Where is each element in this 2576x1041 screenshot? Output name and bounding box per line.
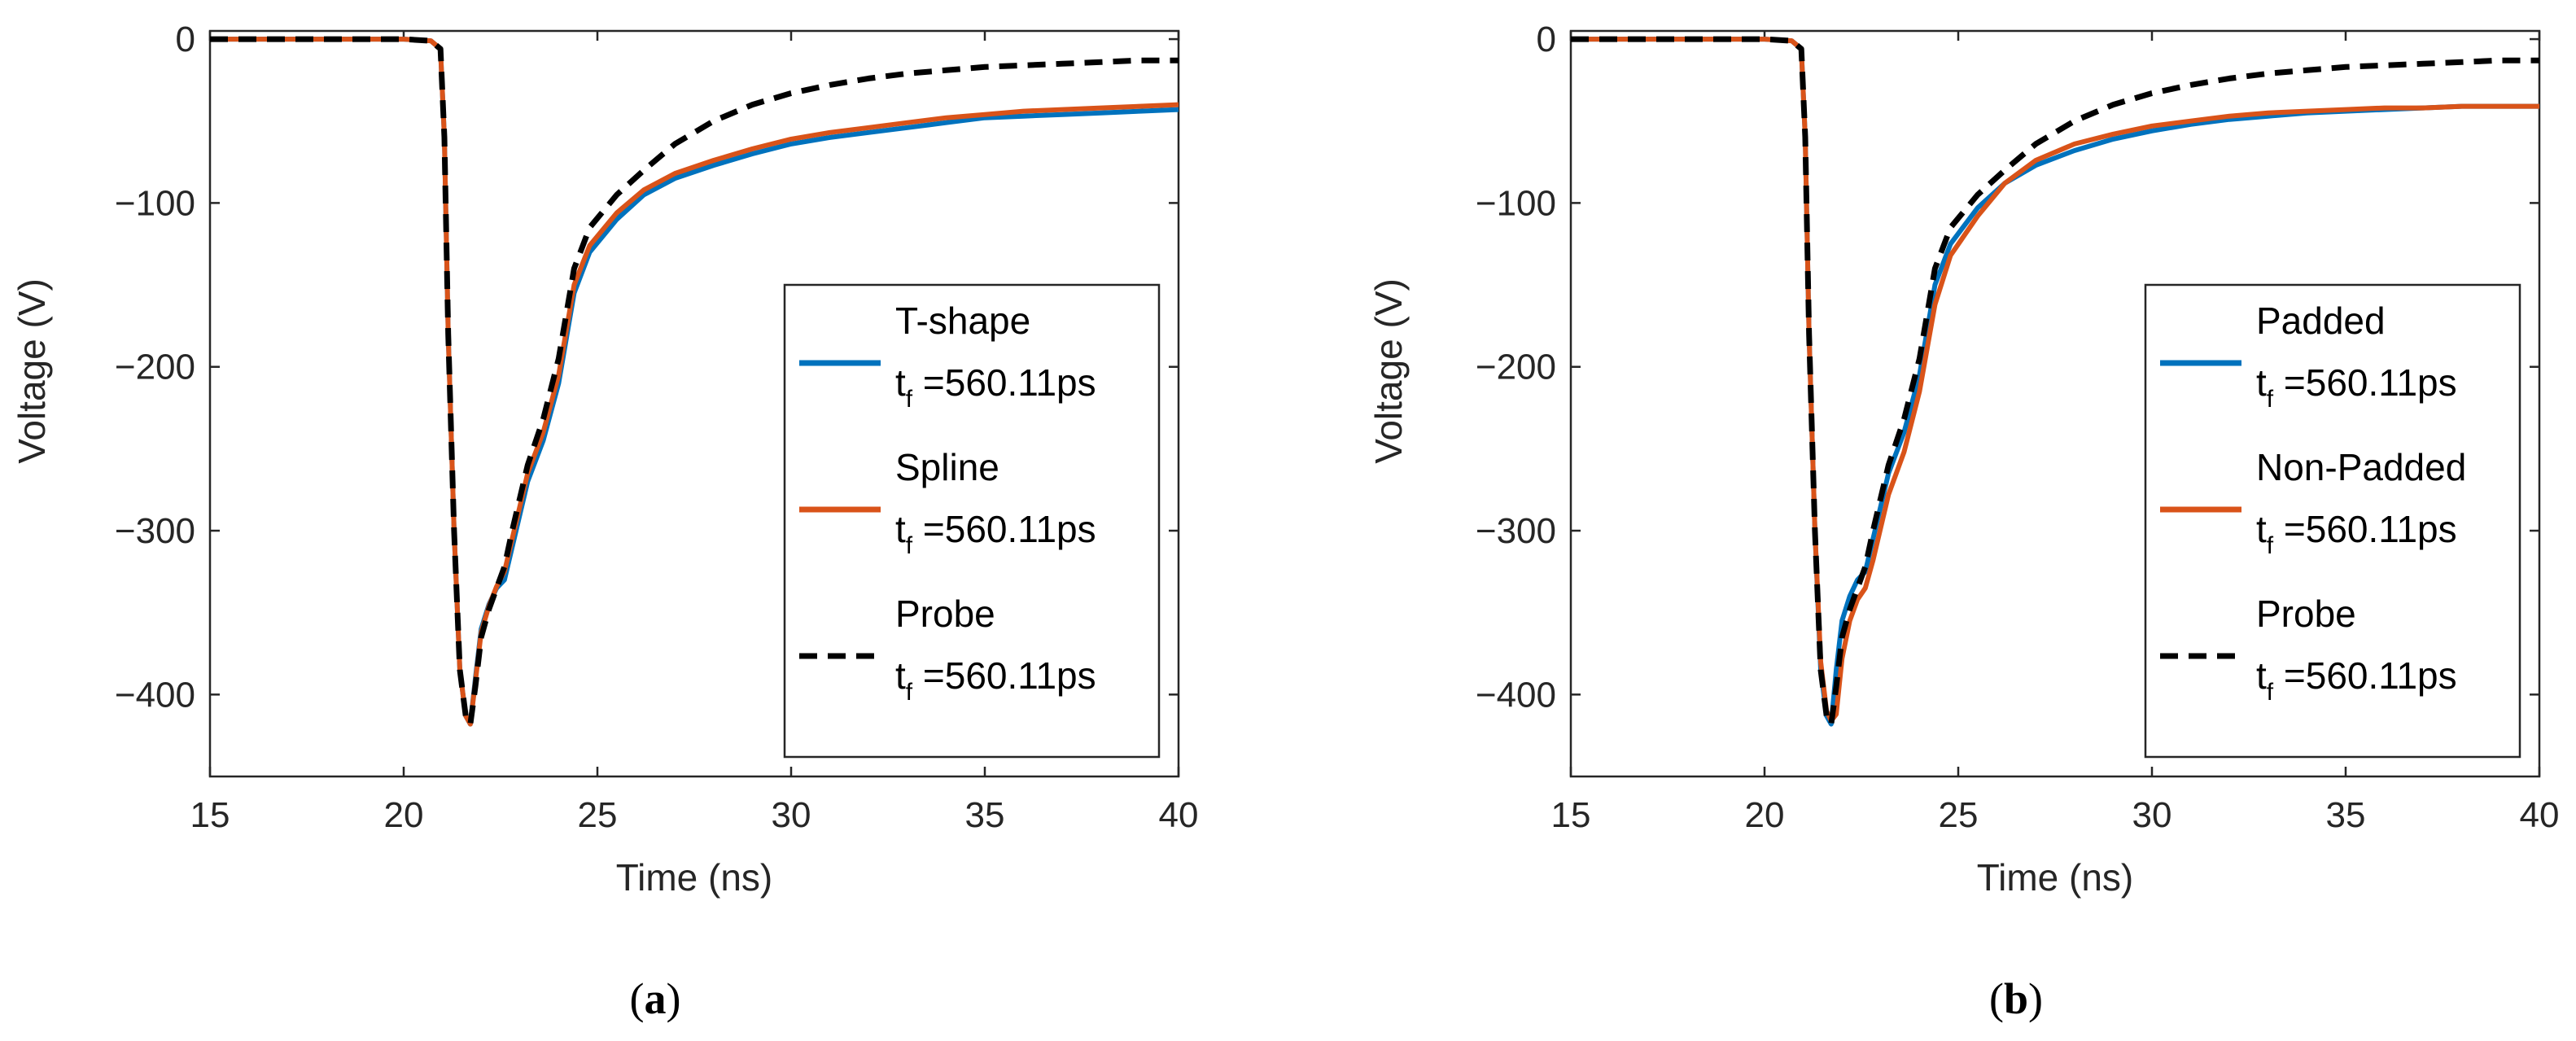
legend-subtitle-value: =560.11ps (912, 508, 1096, 550)
legend-entry-subtitle: tf =560.11ps (2256, 508, 2457, 559)
x-tick-label: 35 (2326, 795, 2366, 835)
legend-subtitle-subscript: f (906, 532, 913, 559)
x-tick-label: 15 (190, 795, 230, 835)
x-axis-title: Time (ns) (616, 856, 773, 899)
series-line-probe (1571, 36, 2539, 728)
legend-subtitle-main: t (895, 654, 906, 697)
y-axis-title: Voltage (V) (1367, 278, 1410, 464)
y-tick-label: −300 (115, 511, 195, 551)
panel-label-open: ( (1989, 974, 2004, 1023)
y-tick-label: −200 (115, 348, 195, 387)
y-tick-label: −400 (1476, 675, 1556, 715)
panel-label-letter: a (645, 974, 667, 1023)
x-tick-label: 30 (2132, 795, 2172, 835)
x-tick-label: 35 (965, 795, 1005, 835)
legend-subtitle-subscript: f (2267, 532, 2274, 559)
legend-entry-subtitle: tf =560.11ps (895, 508, 1096, 559)
legend-entry-subtitle: tf =560.11ps (2256, 654, 2457, 706)
x-axis-title: Time (ns) (1977, 856, 2134, 899)
legend-subtitle-subscript: f (906, 386, 913, 413)
legend-subtitle-main: t (2256, 654, 2267, 697)
x-tick-label: 15 (1551, 795, 1591, 835)
legend-entry-name: Spline (895, 446, 999, 488)
legend-entry-subtitle: tf =560.11ps (895, 654, 1096, 706)
y-tick-label: −300 (1476, 511, 1556, 551)
panel-label-open: ( (630, 974, 645, 1023)
legend-subtitle-main: t (2256, 361, 2267, 404)
y-tick-label: 0 (1537, 20, 1556, 59)
y-tick-label: −100 (1476, 183, 1556, 223)
legend-subtitle-main: t (2256, 508, 2267, 550)
legend-entry-subtitle: tf =560.11ps (2256, 361, 2457, 413)
y-axis-title: Voltage (V) (11, 278, 53, 464)
panel-label: (b) (1989, 974, 2043, 1023)
y-tick-label: −100 (115, 183, 195, 223)
y-tick-label: 0 (176, 20, 195, 59)
legend-subtitle-value: =560.11ps (2273, 654, 2457, 697)
series-line-probe (210, 36, 1179, 728)
legend-subtitle-value: =560.11ps (912, 361, 1096, 404)
x-tick-label: 20 (1745, 795, 1785, 835)
series-group (210, 36, 1179, 728)
legend-entry-name: Probe (2256, 593, 2356, 635)
series-group (1571, 36, 2539, 728)
y-tick-label: −400 (115, 675, 195, 715)
legend-subtitle-subscript: f (906, 679, 913, 706)
legend-subtitle-value: =560.11ps (912, 654, 1096, 697)
panel-label-letter: b (2004, 974, 2028, 1023)
chart-panel-a: 15 20 25 30 35 40 0 −100 −200 −300 −400 Time (ns) Vo… (11, 20, 1198, 1023)
legend-entry-name: T-shape (895, 300, 1030, 342)
legend-subtitle-value: =560.11ps (2273, 361, 2457, 404)
x-tick-label: 25 (578, 795, 618, 835)
legend-subtitle-value: =560.11ps (2273, 508, 2457, 550)
legend-entry-name: Padded (2256, 300, 2386, 342)
panel-label-close: ) (667, 974, 681, 1023)
legend-subtitle-main: t (895, 361, 906, 404)
x-tick-label: 40 (1159, 795, 1199, 835)
y-tick-label: −200 (1476, 348, 1556, 387)
legend-entry-name: Non-Padded (2256, 446, 2466, 488)
x-tick-label: 30 (772, 795, 811, 835)
x-tick-label: 25 (1939, 795, 1979, 835)
legend-subtitle-main: t (895, 508, 906, 550)
legend-subtitle-subscript: f (2267, 386, 2274, 413)
legend-entry-name: Probe (895, 593, 995, 635)
legend-subtitle-subscript: f (2267, 679, 2274, 706)
chart-panel-b: 15 20 25 30 35 40 0 −100 −200 −300 −400 Time (ns) Vo… (1367, 20, 2559, 1023)
panel-label-close: ) (2028, 974, 2043, 1023)
legend-entry-subtitle: tf =560.11ps (895, 361, 1096, 413)
panel-label: (a) (630, 974, 681, 1023)
x-tick-label: 40 (2520, 795, 2560, 835)
x-tick-label: 20 (384, 795, 424, 835)
